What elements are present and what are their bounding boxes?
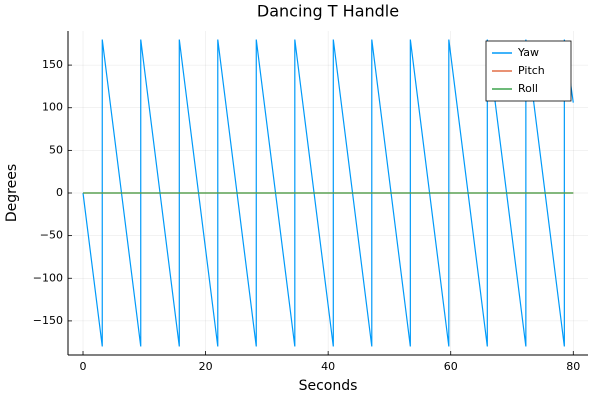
legend-label: Yaw xyxy=(517,46,539,59)
x-tick-label: 60 xyxy=(444,360,458,373)
x-tick-label: 0 xyxy=(80,360,87,373)
chart-title: Dancing T Handle xyxy=(257,2,399,21)
y-tick-label: 100 xyxy=(42,101,63,114)
y-tick-label: 0 xyxy=(56,186,63,199)
y-tick-label: 50 xyxy=(49,143,63,156)
y-axis-title: Degrees xyxy=(4,164,20,222)
x-axis-title: Seconds xyxy=(299,378,358,394)
y-tick-label: −100 xyxy=(33,271,63,284)
y-tick-label: −50 xyxy=(40,229,63,242)
y-tick-label: 150 xyxy=(42,58,63,71)
x-tick-label: 40 xyxy=(321,360,335,373)
y-tick-label: −150 xyxy=(33,314,63,327)
legend-label: Pitch xyxy=(518,64,545,77)
x-tick-label: 80 xyxy=(566,360,580,373)
x-tick-label: 20 xyxy=(199,360,213,373)
legend-label: Roll xyxy=(518,82,538,95)
